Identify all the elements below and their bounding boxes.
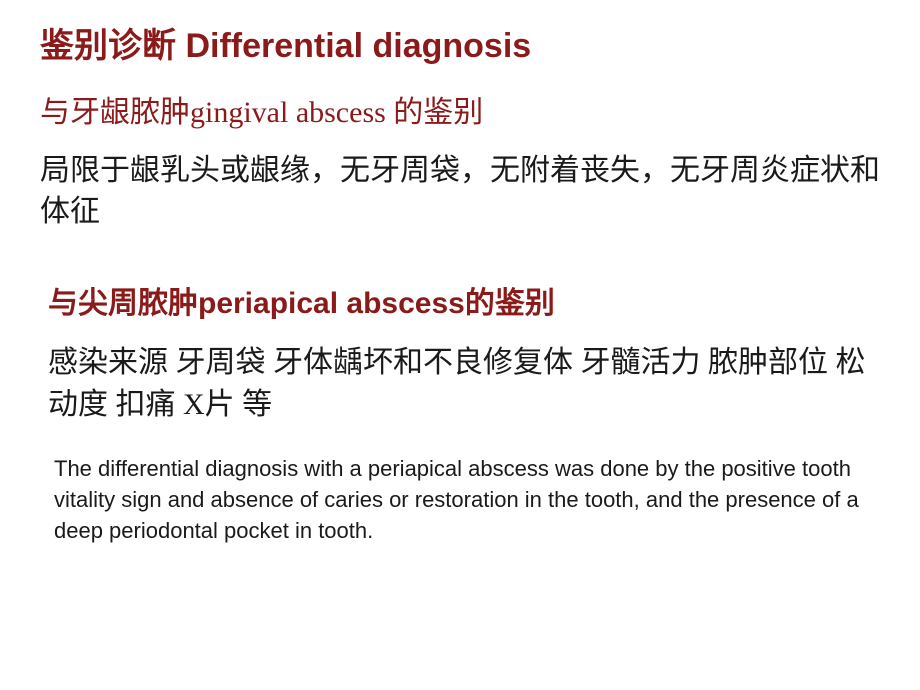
section2-subheading: 与尖周脓肿periapical abscess的鉴别	[48, 278, 880, 322]
slide-title: 鉴别诊断 Differential diagnosis	[40, 18, 880, 67]
english-note: The differential diagnosis with a periap…	[48, 454, 880, 546]
section1-body: 局限于龈乳头或龈缘，无牙周袋，无附着丧失，无牙周炎症状和体征	[40, 151, 880, 232]
section1-subheading: 与牙龈脓肿gingival abscess 的鉴别	[40, 87, 880, 131]
section2-body: 感染来源 牙周袋 牙体龋坏和不良修复体 牙髓活力 脓肿部位 松动度 扣痛 X片 …	[48, 342, 880, 426]
section2-container: 与尖周脓肿periapical abscess的鉴别 感染来源 牙周袋 牙体龋坏…	[40, 278, 880, 546]
